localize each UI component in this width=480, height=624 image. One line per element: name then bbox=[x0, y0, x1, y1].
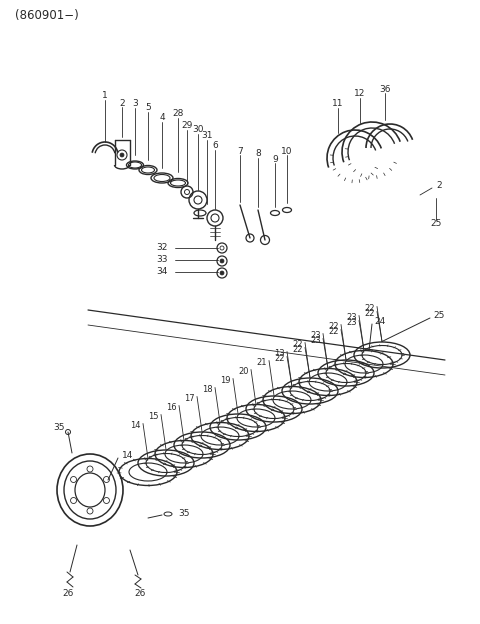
Text: 15: 15 bbox=[148, 412, 159, 421]
Text: 22: 22 bbox=[328, 327, 339, 336]
Text: 22: 22 bbox=[328, 322, 339, 331]
Circle shape bbox=[220, 271, 224, 275]
Text: 23: 23 bbox=[311, 331, 321, 340]
Text: 8: 8 bbox=[255, 150, 261, 158]
Text: 30: 30 bbox=[192, 125, 204, 135]
Text: 2: 2 bbox=[119, 99, 125, 107]
Circle shape bbox=[120, 153, 124, 157]
Text: 10: 10 bbox=[281, 147, 293, 155]
Text: 19: 19 bbox=[220, 376, 231, 385]
Text: 23: 23 bbox=[347, 313, 357, 322]
Text: 34: 34 bbox=[156, 268, 168, 276]
Text: 33: 33 bbox=[156, 255, 168, 265]
Text: 1: 1 bbox=[102, 92, 108, 100]
Text: 11: 11 bbox=[332, 99, 344, 109]
Text: 7: 7 bbox=[237, 147, 243, 155]
Text: (860901−): (860901−) bbox=[15, 9, 79, 21]
Text: 23: 23 bbox=[347, 318, 357, 327]
Text: 24: 24 bbox=[374, 316, 385, 326]
Text: 17: 17 bbox=[184, 394, 195, 403]
Text: 2: 2 bbox=[436, 182, 442, 190]
Text: 22: 22 bbox=[292, 340, 303, 349]
Text: 29: 29 bbox=[181, 122, 192, 130]
Text: 22: 22 bbox=[364, 309, 375, 318]
Text: 13: 13 bbox=[275, 349, 285, 358]
Text: 20: 20 bbox=[239, 367, 249, 376]
Text: 36: 36 bbox=[379, 84, 391, 94]
Text: 32: 32 bbox=[156, 243, 168, 253]
Text: 3: 3 bbox=[132, 99, 138, 109]
Text: 23: 23 bbox=[311, 336, 321, 345]
Text: 28: 28 bbox=[172, 109, 184, 119]
Text: 22: 22 bbox=[364, 304, 375, 313]
Text: 26: 26 bbox=[62, 588, 74, 598]
Text: 25: 25 bbox=[430, 220, 442, 228]
Text: 5: 5 bbox=[145, 104, 151, 112]
Text: 14: 14 bbox=[122, 451, 133, 459]
Text: 21: 21 bbox=[256, 358, 267, 367]
Text: 14: 14 bbox=[131, 421, 141, 430]
Text: 25: 25 bbox=[433, 311, 444, 319]
Text: 26: 26 bbox=[134, 590, 146, 598]
Text: 22: 22 bbox=[275, 354, 285, 363]
Text: 35: 35 bbox=[53, 422, 65, 432]
Text: 4: 4 bbox=[159, 114, 165, 122]
Text: 12: 12 bbox=[354, 89, 366, 99]
Text: 18: 18 bbox=[203, 385, 213, 394]
Text: 6: 6 bbox=[212, 142, 218, 150]
Text: 9: 9 bbox=[272, 155, 278, 163]
Circle shape bbox=[220, 259, 224, 263]
Text: 31: 31 bbox=[201, 132, 213, 140]
Text: 35: 35 bbox=[178, 510, 190, 519]
Text: 22: 22 bbox=[292, 345, 303, 354]
Text: 16: 16 bbox=[167, 403, 177, 412]
